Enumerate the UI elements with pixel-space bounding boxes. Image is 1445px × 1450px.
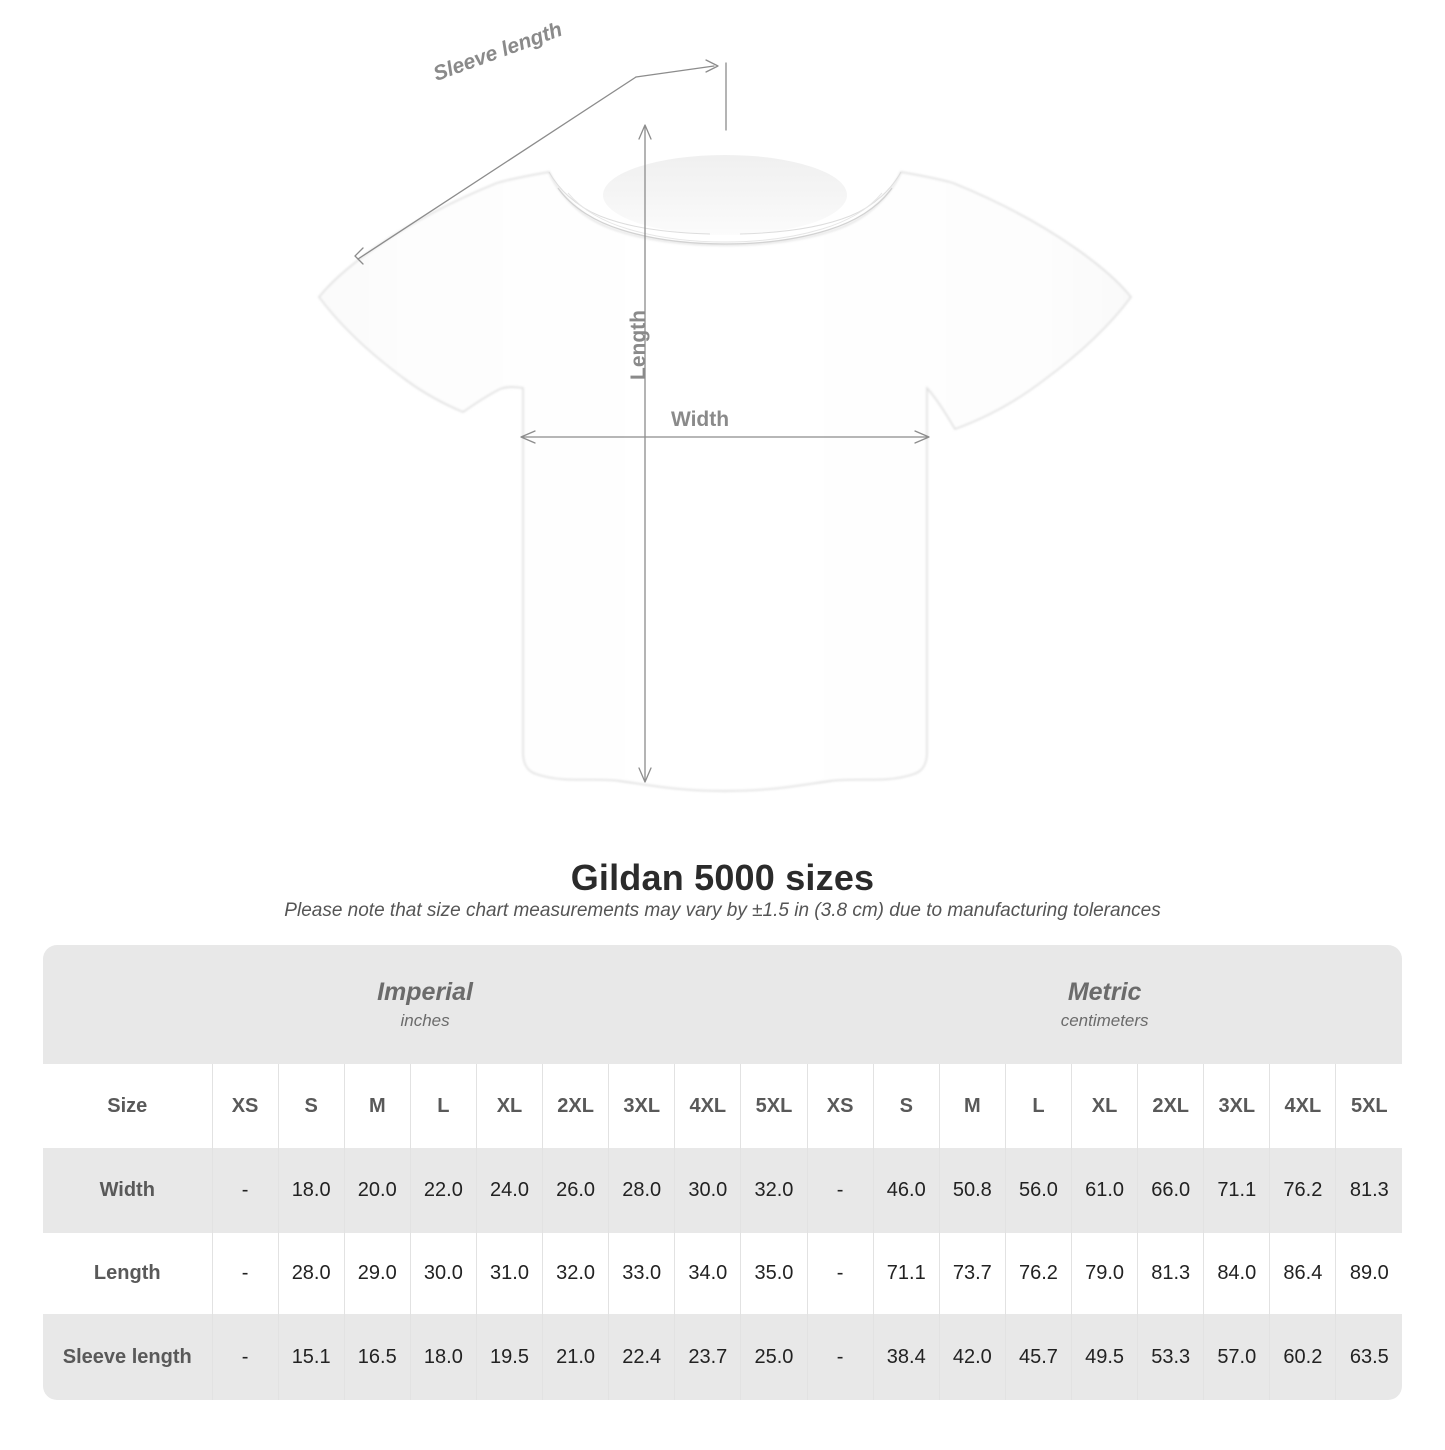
svg-text:Sleeve length: Sleeve length: [430, 18, 565, 86]
svg-text:Width: Width: [671, 408, 729, 431]
svg-text:Length: Length: [627, 310, 650, 380]
